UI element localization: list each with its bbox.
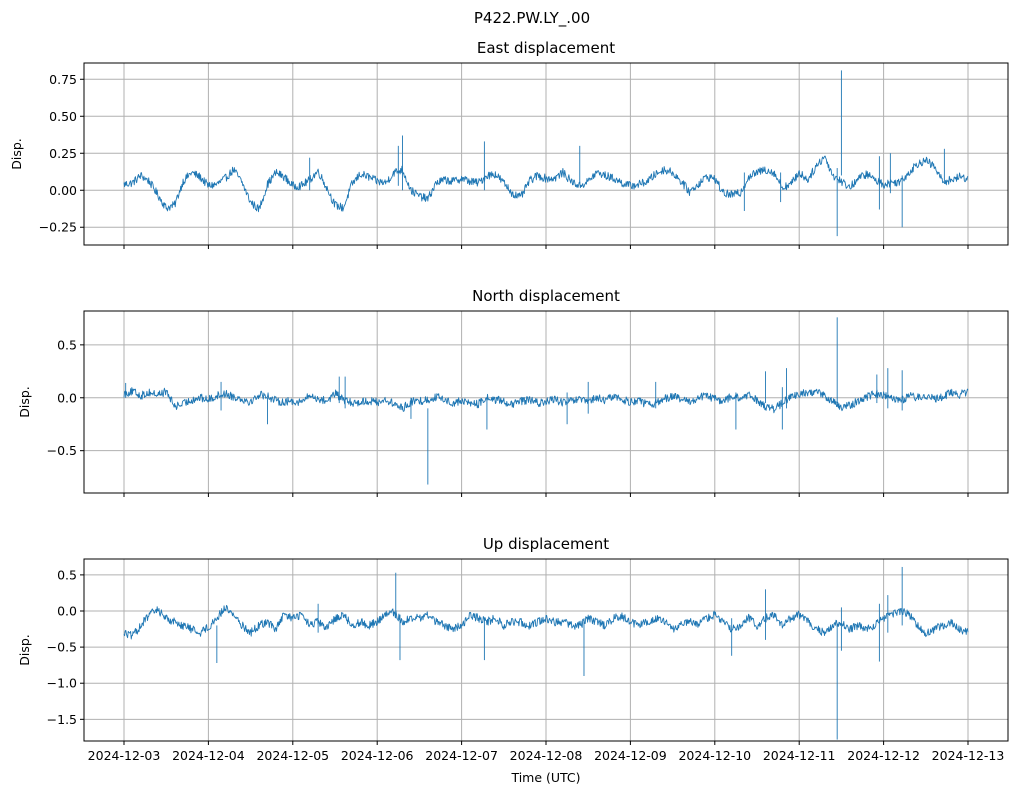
- panel-east-plot: −0.25 0.00 0.25 0.50 0.75: [39, 62, 1009, 249]
- panel-up: Up displacement Disp. 2024-12-03 2024-12-…: [17, 535, 1009, 785]
- x-tick-label: 2024-12-12: [847, 748, 920, 763]
- figure-title: P422.PW.LY_.00: [474, 9, 590, 28]
- x-tick-label: 2024-12-13: [932, 748, 1005, 763]
- series-line: [123, 155, 969, 213]
- y-tick-label: 0.50: [49, 109, 77, 124]
- panel-north-ylabel: Disp.: [17, 386, 32, 418]
- panel-east-title: East displacement: [477, 39, 615, 57]
- axes-frame: [83, 310, 1009, 494]
- panel-up-title: Up displacement: [483, 535, 609, 553]
- y-tick-label: 0.5: [57, 567, 77, 582]
- axes-frame: [83, 62, 1009, 246]
- x-tick-label: 2024-12-07: [425, 748, 498, 763]
- series-line: [123, 387, 969, 414]
- panel-east-ylabel: Disp.: [9, 138, 24, 170]
- y-tick-label: 0.0: [57, 604, 77, 619]
- y-tick-label: −0.25: [39, 220, 77, 235]
- panel-north-title: North displacement: [472, 287, 620, 305]
- y-tick-label: 0.25: [49, 146, 77, 161]
- y-tick-label: 0.75: [49, 72, 77, 87]
- panel-east: East displacement Disp. −0.25 0.00 0.25 0.5…: [9, 39, 1009, 249]
- y-tick-label: −1.0: [47, 676, 77, 691]
- x-tick-label: 2024-12-11: [763, 748, 836, 763]
- x-tick-label: 2024-12-04: [172, 748, 245, 763]
- x-tick-label: 2024-12-09: [594, 748, 667, 763]
- axes-frame: [83, 558, 1009, 742]
- y-tick-label: 0.0: [57, 390, 77, 405]
- y-tick-label: −0.5: [47, 640, 77, 655]
- x-tick-label: 2024-12-10: [678, 748, 751, 763]
- panel-up-ylabel: Disp.: [17, 634, 32, 666]
- y-tick-label: 0.5: [57, 337, 77, 352]
- x-tick-label: 2024-12-05: [256, 748, 329, 763]
- y-tick-label: −0.5: [47, 443, 77, 458]
- x-tick-label: 2024-12-06: [341, 748, 414, 763]
- y-tick-label: 0.00: [49, 183, 77, 198]
- x-tick-label: 2024-12-03: [88, 748, 161, 763]
- panel-north: North displacement Disp. −0.5 0.0 0.5: [17, 287, 1009, 497]
- x-tick-label: 2024-12-08: [510, 748, 583, 763]
- y-tick-label: −1.5: [47, 712, 77, 727]
- panel-north-plot: −0.5 0.0 0.5: [47, 310, 1009, 497]
- panel-up-plot: 2024-12-03 2024-12-04 2024-12-05 2024-12-06…: [47, 558, 1009, 763]
- panel-up-xlabel: Time (UTC): [510, 770, 580, 785]
- series-line: [123, 604, 969, 640]
